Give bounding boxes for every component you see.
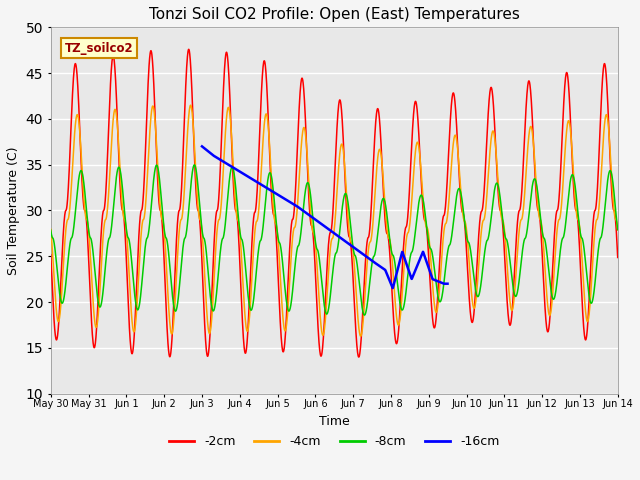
Text: TZ_soilco2: TZ_soilco2 — [65, 42, 134, 55]
Title: Tonzi Soil CO2 Profile: Open (East) Temperatures: Tonzi Soil CO2 Profile: Open (East) Temp… — [148, 7, 520, 22]
X-axis label: Time: Time — [319, 415, 349, 428]
Y-axis label: Soil Temperature (C): Soil Temperature (C) — [7, 146, 20, 275]
Legend: -2cm, -4cm, -8cm, -16cm: -2cm, -4cm, -8cm, -16cm — [164, 430, 504, 453]
